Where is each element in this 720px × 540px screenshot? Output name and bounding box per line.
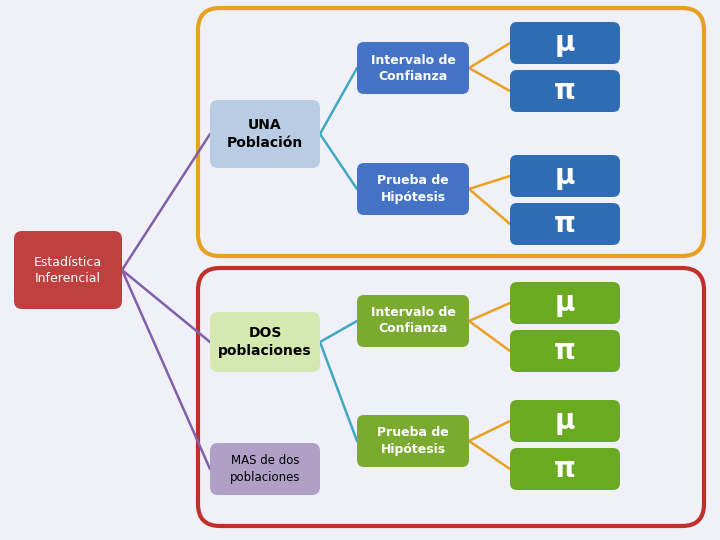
Text: UNA
Población: UNA Población bbox=[227, 118, 303, 150]
Text: π: π bbox=[554, 337, 576, 365]
FancyBboxPatch shape bbox=[357, 415, 469, 467]
FancyBboxPatch shape bbox=[210, 443, 320, 495]
Text: Estadística
Inferencial: Estadística Inferencial bbox=[34, 255, 102, 285]
FancyBboxPatch shape bbox=[510, 400, 620, 442]
Text: μ: μ bbox=[554, 407, 575, 435]
Text: Prueba de
Hipótesis: Prueba de Hipótesis bbox=[377, 427, 449, 456]
FancyBboxPatch shape bbox=[510, 70, 620, 112]
FancyBboxPatch shape bbox=[510, 330, 620, 372]
FancyBboxPatch shape bbox=[14, 231, 122, 309]
FancyBboxPatch shape bbox=[210, 100, 320, 168]
Text: μ: μ bbox=[554, 29, 575, 57]
Text: DOS
poblaciones: DOS poblaciones bbox=[218, 326, 312, 357]
Text: π: π bbox=[554, 77, 576, 105]
Text: μ: μ bbox=[554, 289, 575, 317]
Text: π: π bbox=[554, 455, 576, 483]
FancyBboxPatch shape bbox=[510, 22, 620, 64]
FancyBboxPatch shape bbox=[357, 163, 469, 215]
Text: μ: μ bbox=[554, 162, 575, 190]
Text: MAS de dos
poblaciones: MAS de dos poblaciones bbox=[230, 455, 300, 483]
Text: π: π bbox=[554, 210, 576, 238]
Text: Prueba de
Hipótesis: Prueba de Hipótesis bbox=[377, 174, 449, 204]
Text: Intervalo de
Confianza: Intervalo de Confianza bbox=[371, 53, 456, 83]
FancyBboxPatch shape bbox=[357, 42, 469, 94]
FancyBboxPatch shape bbox=[510, 155, 620, 197]
FancyBboxPatch shape bbox=[510, 282, 620, 324]
FancyBboxPatch shape bbox=[510, 203, 620, 245]
Text: Intervalo de
Confianza: Intervalo de Confianza bbox=[371, 307, 456, 335]
FancyBboxPatch shape bbox=[357, 295, 469, 347]
FancyBboxPatch shape bbox=[510, 448, 620, 490]
FancyBboxPatch shape bbox=[210, 312, 320, 372]
